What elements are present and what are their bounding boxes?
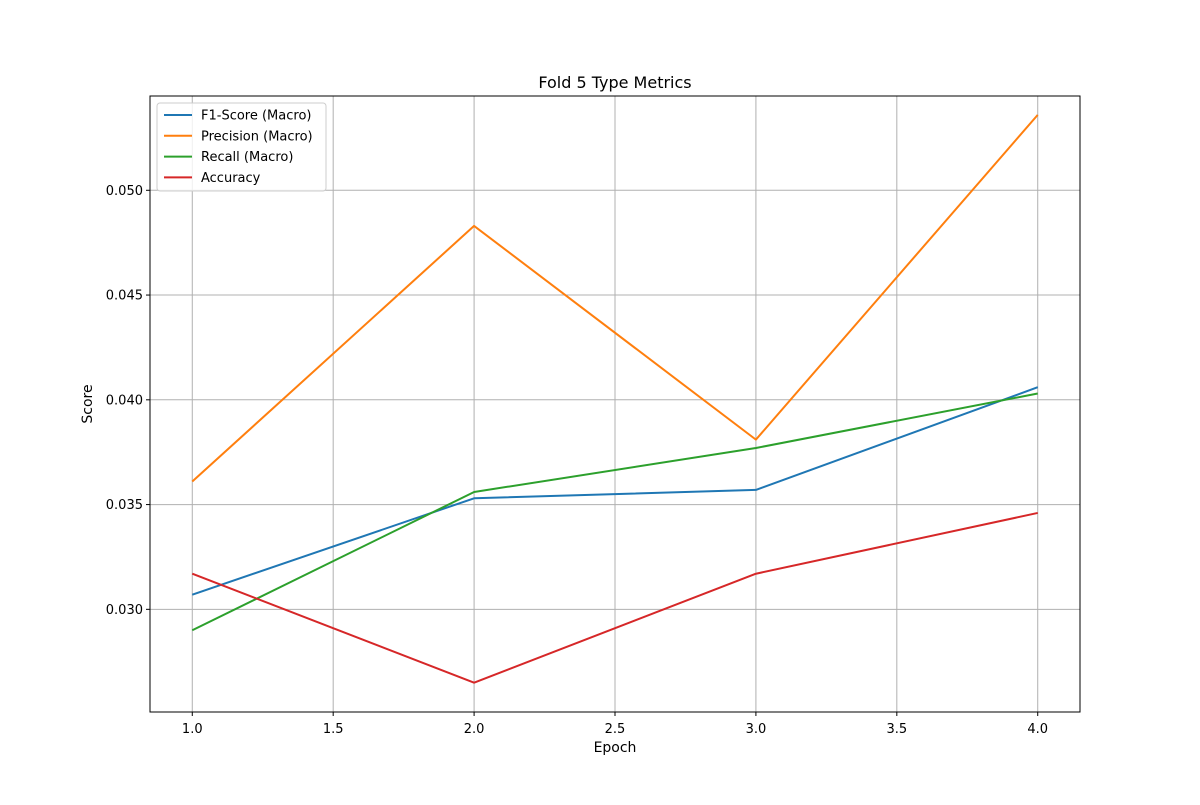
x-tick-label: 2.5: [605, 722, 626, 737]
legend-entry-label: F1-Score (Macro): [201, 109, 311, 124]
legend: F1-Score (Macro) Precision (Macro) Recall …: [156, 102, 327, 192]
grid: [150, 96, 1080, 712]
chart-title: Fold 5 Type Metrics: [538, 73, 691, 92]
x-tick-label: 2.0: [464, 722, 485, 737]
y-tick-label: 0.030: [106, 603, 143, 618]
y-tick-label: 0.050: [106, 184, 143, 199]
y-tick-label: 0.035: [106, 498, 143, 513]
x-tick-label: 1.0: [182, 722, 203, 737]
legend-box: [156, 102, 327, 192]
axis-ticks: 1.0 1.5 2.0 2.5 3.0 3.5 4.0 0.030 0.035 0.040 0.04…: [106, 184, 1048, 737]
x-tick-label: 3.0: [746, 722, 767, 737]
x-tick-label: 1.5: [323, 722, 344, 737]
series-line-f1-score-macro: [191, 386, 1039, 596]
legend-entry-label: Accuracy: [201, 171, 261, 186]
legend-entry-label: Recall (Macro): [201, 150, 293, 165]
series-line-recall-macro: [191, 392, 1038, 632]
y-axis-label: Score: [80, 384, 96, 423]
y-tick-label: 0.040: [106, 393, 143, 408]
legend-entry-label: Precision (Macro): [201, 129, 313, 144]
y-tick-label: 0.045: [106, 289, 143, 304]
x-tick-label: 3.5: [886, 722, 907, 737]
series-lines: [191, 114, 1039, 684]
x-tick-label: 4.0: [1027, 722, 1048, 737]
series-line-accuracy: [191, 511, 1038, 684]
x-axis-label: Epoch: [594, 740, 637, 756]
series-line-precision-macro: [191, 114, 1039, 483]
